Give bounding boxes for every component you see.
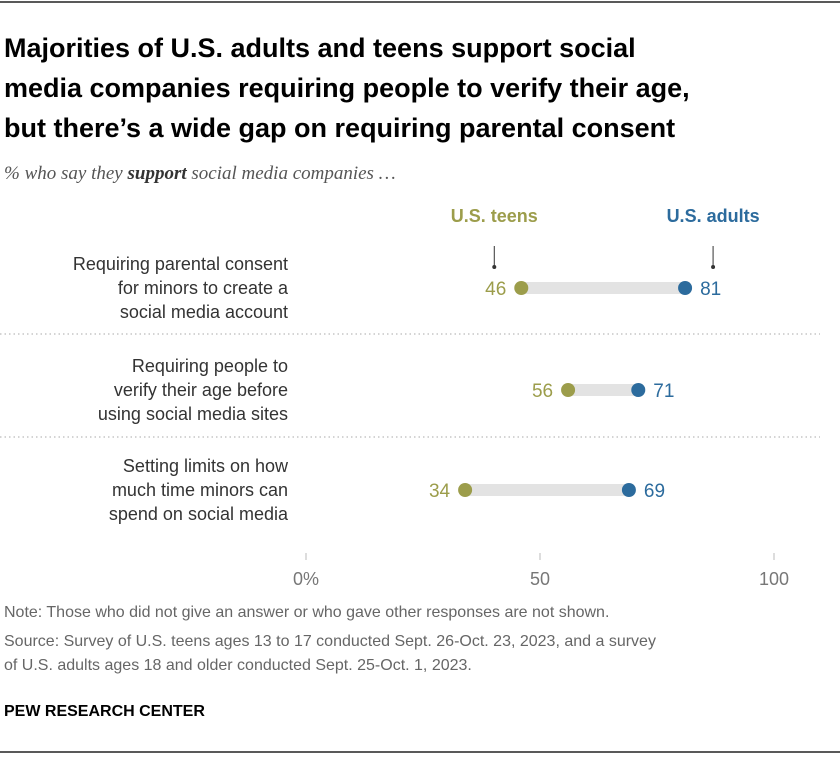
dot [458, 483, 473, 497]
category-label: using social media sites [98, 404, 288, 424]
dot [631, 383, 646, 397]
x-tick-label: 100 [759, 569, 789, 589]
dot [621, 483, 636, 497]
category-label: verify their age before [114, 380, 288, 400]
subtitle-emphasis: support [126, 163, 187, 184]
note: Note: Those who did not give an answer o… [4, 604, 609, 621]
legend-label: U.S. teens [451, 206, 538, 226]
category-label: Requiring parental consent [73, 254, 288, 274]
subtitle: % who say they support social media comp… [4, 163, 396, 184]
category-label: much time minors can [112, 480, 288, 500]
chart-title: but there’s a wide gap on requiring pare… [4, 113, 675, 143]
value-label: 81 [700, 279, 721, 300]
category-label: for minors to create a [118, 278, 289, 298]
subtitle-part: social media companies … [191, 163, 395, 184]
legend-label: U.S. adults [667, 206, 760, 226]
value-label: 56 [532, 381, 553, 402]
source: of U.S. adults ages 18 and older conduct… [4, 657, 472, 674]
dot [678, 281, 693, 295]
subtitle-part: % who say they [4, 163, 123, 184]
value-label: 46 [485, 279, 506, 300]
credit: PEW RESEARCH CENTER [4, 703, 205, 720]
category-label: social media account [120, 302, 288, 322]
legend-leader-dot [492, 265, 497, 269]
legend-leader-dot [711, 265, 716, 269]
chart-title: Majorities of U.S. adults and teens supp… [4, 33, 636, 63]
value-label: 71 [653, 381, 674, 402]
value-label: 69 [644, 481, 665, 502]
category-label: spend on social media [109, 504, 289, 524]
dot [561, 383, 576, 397]
value-label: 34 [429, 481, 451, 502]
category-label: Setting limits on how [123, 456, 289, 476]
category-label: Requiring people to [132, 356, 288, 376]
chart-title: media companies requiring people to veri… [4, 73, 690, 103]
source: Source: Survey of U.S. teens ages 13 to … [4, 633, 656, 650]
x-tick-label: 0% [293, 569, 319, 589]
x-tick-label: 50 [530, 569, 550, 589]
dot [514, 281, 529, 295]
